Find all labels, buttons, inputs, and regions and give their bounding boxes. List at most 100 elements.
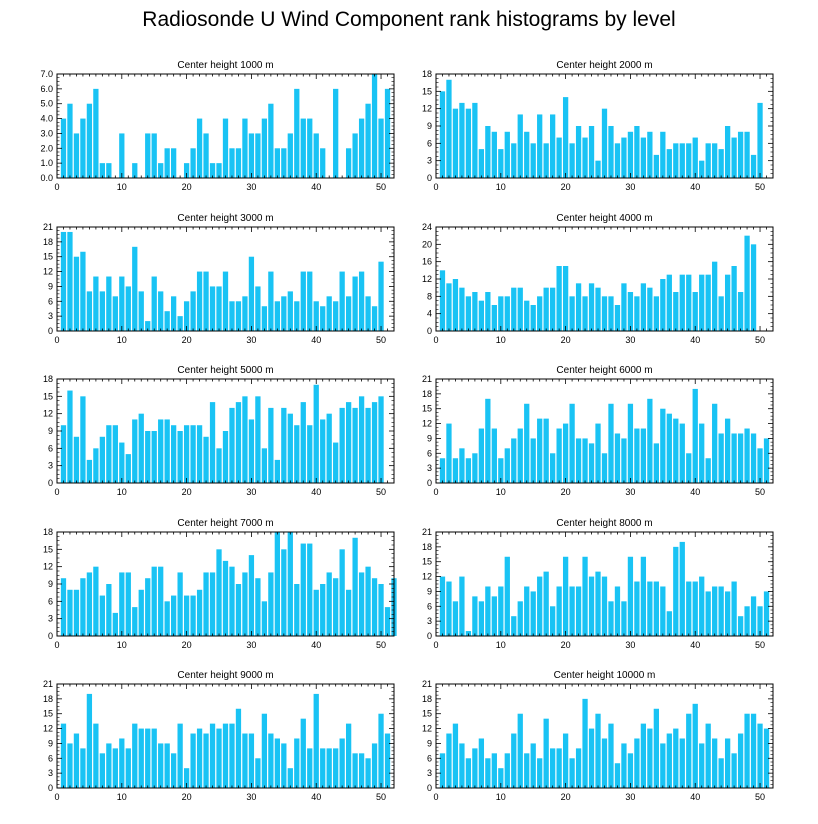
histogram-bar — [358, 118, 365, 178]
histogram-bar — [459, 287, 465, 331]
histogram-bar — [358, 753, 365, 788]
x-tick-label: 10 — [117, 640, 127, 650]
x-tick-label: 0 — [433, 792, 438, 802]
histogram-bar — [511, 733, 517, 788]
histogram-bar — [750, 713, 757, 788]
y-tick-label: 15 — [43, 544, 53, 554]
histogram-bar — [712, 586, 718, 636]
histogram-bar — [595, 160, 601, 178]
histogram-bar — [190, 291, 196, 331]
histogram-bar — [530, 438, 536, 483]
x-tick-label: 20 — [561, 640, 571, 650]
x-tick-label: 10 — [117, 182, 127, 192]
histogram-bar — [569, 758, 575, 788]
histogram-bar — [452, 108, 459, 178]
y-tick-label: 6 — [427, 448, 432, 458]
histogram-bar — [692, 137, 698, 178]
x-tick-label: 20 — [182, 640, 192, 650]
histogram-bar — [339, 407, 345, 483]
histogram-bar — [125, 748, 131, 788]
histogram-bar — [660, 131, 666, 178]
histogram-bar — [640, 283, 647, 331]
panel-title: Center height 7000 m — [177, 518, 273, 529]
histogram-bar — [333, 88, 339, 178]
histogram-bar — [757, 723, 763, 788]
histogram-bar — [543, 287, 549, 331]
histogram-bar — [209, 402, 216, 483]
histogram-bar — [345, 296, 352, 331]
histogram-bar — [724, 126, 731, 178]
histogram-bar — [177, 723, 183, 788]
histogram-bar — [164, 311, 170, 331]
y-tick-label: 12 — [422, 572, 432, 582]
histogram-bar — [439, 458, 446, 483]
histogram-bar — [209, 286, 216, 331]
histogram-bar — [582, 438, 588, 483]
histogram-bar — [358, 271, 365, 331]
histogram-bar — [300, 402, 306, 483]
histogram-bar — [209, 572, 216, 636]
histogram-bar — [472, 748, 478, 788]
histogram-bar — [125, 572, 131, 636]
histogram-bar — [177, 431, 183, 483]
x-tick-label: 0 — [54, 792, 59, 802]
histogram-bar — [543, 143, 549, 178]
histogram-bar — [222, 431, 229, 483]
histogram-bar — [268, 733, 274, 788]
x-tick-label: 10 — [496, 640, 506, 650]
histogram-bar — [562, 556, 569, 636]
histogram-bar — [556, 137, 562, 178]
histogram-bar — [307, 543, 313, 636]
histogram-bar — [504, 556, 510, 636]
x-tick-label: 40 — [311, 640, 321, 650]
y-tick-label: 3 — [48, 311, 53, 321]
y-tick-label: 18 — [43, 527, 53, 537]
histogram-bar — [478, 738, 485, 788]
histogram-bar — [151, 431, 157, 483]
histogram-bar — [595, 423, 601, 483]
histogram-bar — [439, 576, 446, 636]
histogram-bar — [190, 733, 196, 788]
x-tick-label: 20 — [182, 792, 192, 802]
histogram-bar — [190, 425, 196, 483]
x-tick-label: 40 — [690, 335, 700, 345]
histogram-bar — [562, 97, 569, 178]
histogram-bar — [588, 576, 595, 636]
histogram-bar — [67, 390, 73, 483]
x-tick-label: 50 — [376, 792, 386, 802]
x-tick-label: 0 — [54, 182, 59, 192]
histogram-bar — [737, 131, 744, 178]
histogram-bar — [621, 137, 627, 178]
histogram-bar — [307, 748, 313, 788]
histogram-bar — [439, 91, 446, 178]
y-tick-label: 6 — [427, 753, 432, 763]
x-tick-label: 30 — [246, 182, 256, 192]
histogram-bar — [320, 306, 326, 331]
histogram-bar — [524, 131, 530, 178]
histogram-bar — [627, 131, 634, 178]
x-tick-label: 50 — [376, 487, 386, 497]
y-tick-label: 21 — [43, 222, 53, 232]
x-tick-label: 50 — [755, 640, 765, 650]
histogram-bar — [112, 425, 118, 483]
histogram-bar — [459, 576, 465, 636]
histogram-bar — [627, 403, 634, 483]
panel-title: Center height 5000 m — [177, 365, 273, 376]
x-tick-label: 30 — [625, 182, 635, 192]
histogram-bar — [673, 143, 679, 178]
y-tick-label: 0.0 — [40, 173, 53, 183]
y-tick-label: 0 — [427, 783, 432, 793]
histogram-bar — [478, 428, 485, 483]
histogram-bar — [569, 143, 575, 178]
x-tick-label: 40 — [311, 792, 321, 802]
histogram-bar — [511, 287, 517, 331]
histogram-bar — [679, 274, 685, 331]
histogram-bar — [313, 384, 319, 483]
histogram-bar — [158, 291, 164, 331]
histogram-bar — [673, 418, 679, 483]
x-tick-label: 0 — [54, 487, 59, 497]
panel-title: Center height 8000 m — [556, 518, 652, 529]
histogram-bar — [196, 425, 203, 483]
x-tick-label: 30 — [246, 487, 256, 497]
histogram-bar — [556, 748, 562, 788]
